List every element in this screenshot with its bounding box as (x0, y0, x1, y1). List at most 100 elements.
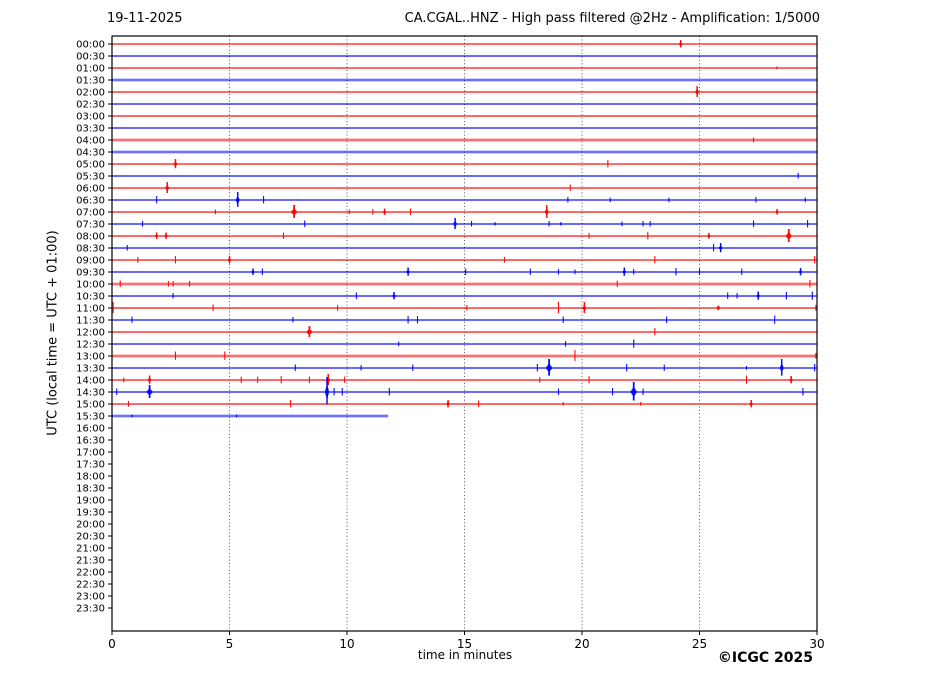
trace-12:00 (112, 326, 817, 338)
spike-blob (382, 210, 387, 214)
y-tick-label: 13:30 (76, 364, 105, 375)
spike-blob (788, 377, 794, 382)
y-tick-label: 08:30 (76, 244, 105, 255)
trace-06:00 (112, 182, 817, 194)
spike-blob (290, 208, 298, 216)
trace-11:30 (112, 315, 817, 324)
x-tick-label: 15 (457, 637, 472, 651)
y-tick-label: 06:00 (76, 184, 105, 195)
y-tick-label: 20:30 (76, 532, 105, 543)
trace-10:30 (112, 291, 817, 300)
spike-blob (785, 232, 793, 240)
trace-11:00 (112, 302, 817, 314)
spike-blob (774, 210, 780, 214)
spike-blob (452, 220, 458, 227)
trace-09:30 (112, 267, 817, 276)
spike-blob (544, 208, 549, 216)
x-tick-label: 25 (692, 637, 707, 651)
x-tick-label: 0 (108, 637, 116, 651)
y-tick-label: 09:00 (76, 256, 105, 267)
y-tick-label: 19:00 (76, 496, 105, 507)
trace-01:00 (112, 66, 817, 70)
copyright-label: ©ICGC 2025 (717, 650, 813, 666)
y-tick-label: 03:00 (76, 112, 105, 123)
trace-07:30 (112, 218, 817, 230)
spike-blob (445, 401, 451, 406)
y-tick-label: 17:30 (76, 460, 105, 471)
spike-blob (405, 269, 411, 275)
spike-blob (154, 234, 159, 238)
spike-blob (749, 401, 754, 406)
date-label: 19-11-2025 (107, 11, 183, 26)
y-tick-label: 00:30 (76, 52, 105, 63)
trace-14:30 (112, 377, 817, 405)
y-tick-label: 01:00 (76, 64, 105, 75)
spike-blob (718, 245, 723, 251)
y-tick-label: 19:30 (76, 508, 105, 519)
x-axis-label: time in minutes (417, 648, 513, 662)
y-tick-label: 05:30 (76, 172, 105, 183)
spike-blob (306, 328, 313, 335)
spike-blob (714, 306, 722, 310)
trace-07:00 (112, 205, 817, 218)
y-tick-label: 06:30 (76, 196, 105, 207)
y-tick-label: 15:00 (76, 400, 105, 411)
spike-blob (165, 184, 170, 191)
spike-blob (779, 363, 784, 373)
y-tick-label: 12:30 (76, 340, 105, 351)
y-tick-label: 04:00 (76, 136, 105, 147)
y-tick-label: 18:00 (76, 472, 105, 483)
trace-05:30 (112, 173, 817, 179)
y-tick-label: 09:30 (76, 268, 105, 279)
trace-13:30 (112, 359, 817, 376)
spike-blob (798, 269, 803, 274)
y-tick-label: 02:30 (76, 100, 105, 111)
y-tick-label: 22:30 (76, 580, 105, 591)
spike-blob (173, 161, 178, 167)
trace-06:30 (112, 192, 817, 207)
y-tick-label: 08:00 (76, 232, 105, 243)
spike-blob (706, 234, 712, 238)
y-tick-label: 07:00 (76, 208, 105, 219)
trace-14:00 (112, 374, 817, 386)
x-tick-label: 10 (339, 637, 354, 651)
spike-blob (227, 257, 232, 262)
spike-blob (391, 293, 397, 298)
y-tick-label: 02:00 (76, 88, 105, 99)
y-tick-label: 21:30 (76, 556, 105, 567)
y-tick-label: 11:30 (76, 316, 105, 327)
x-tick-label: 5 (226, 637, 234, 651)
y-tick-label: 23:30 (76, 604, 105, 615)
y-tick-label: 01:30 (76, 76, 105, 87)
y-tick-label: 13:00 (76, 352, 105, 363)
trace-04:00 (112, 137, 817, 143)
spike-blob (756, 293, 761, 299)
y-tick-label: 11:00 (76, 304, 105, 315)
y-tick-label: 23:00 (76, 592, 105, 603)
y-tick-label: 22:00 (76, 568, 105, 579)
y-tick-label: 07:30 (76, 220, 105, 231)
y-tick-label: 03:30 (76, 124, 105, 135)
trace-15:30 (112, 414, 389, 418)
x-tick-label: 30 (809, 637, 824, 651)
y-tick-label: 17:00 (76, 448, 105, 459)
y-tick-label: 14:00 (76, 376, 105, 387)
y-tick-label: 00:00 (76, 40, 105, 51)
y-tick-label: 18:30 (76, 484, 105, 495)
y-tick-label: 05:00 (76, 160, 105, 171)
spike-blob (678, 41, 683, 46)
spike-blob (694, 88, 700, 95)
spike-blob (545, 363, 553, 373)
y-tick-label: 15:30 (76, 412, 105, 423)
y-tick-label: 20:00 (76, 520, 105, 531)
trace-08:00 (112, 229, 817, 242)
y-tick-label: 14:30 (76, 388, 105, 399)
x-tick-label: 20 (574, 637, 589, 651)
trace-13:00 (112, 350, 817, 362)
spike-blob (146, 388, 153, 396)
spike-blob (147, 377, 152, 383)
spike-blob (622, 269, 627, 275)
spike-blob (630, 386, 638, 397)
trace-08:30 (112, 243, 817, 253)
